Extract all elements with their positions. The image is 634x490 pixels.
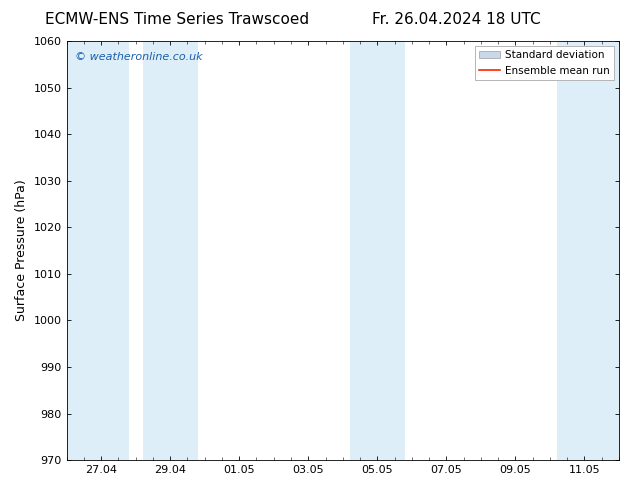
Legend: Standard deviation, Ensemble mean run: Standard deviation, Ensemble mean run	[475, 46, 614, 80]
Y-axis label: Surface Pressure (hPa): Surface Pressure (hPa)	[15, 180, 28, 321]
Title: ECMW-ENS Time Series Trawscoed    Fr. 26.04.2024 18 UTC: ECMW-ENS Time Series Trawscoed Fr. 26.04…	[0, 489, 1, 490]
Bar	[350, 41, 405, 460]
Bar	[143, 41, 198, 460]
Text: ECMW-ENS Time Series Trawscoed: ECMW-ENS Time Series Trawscoed	[46, 12, 309, 27]
Text: © weatheronline.co.uk: © weatheronline.co.uk	[75, 51, 202, 62]
Text: Fr. 26.04.2024 18 UTC: Fr. 26.04.2024 18 UTC	[372, 12, 541, 27]
Bar	[67, 41, 129, 460]
Bar	[557, 41, 619, 460]
